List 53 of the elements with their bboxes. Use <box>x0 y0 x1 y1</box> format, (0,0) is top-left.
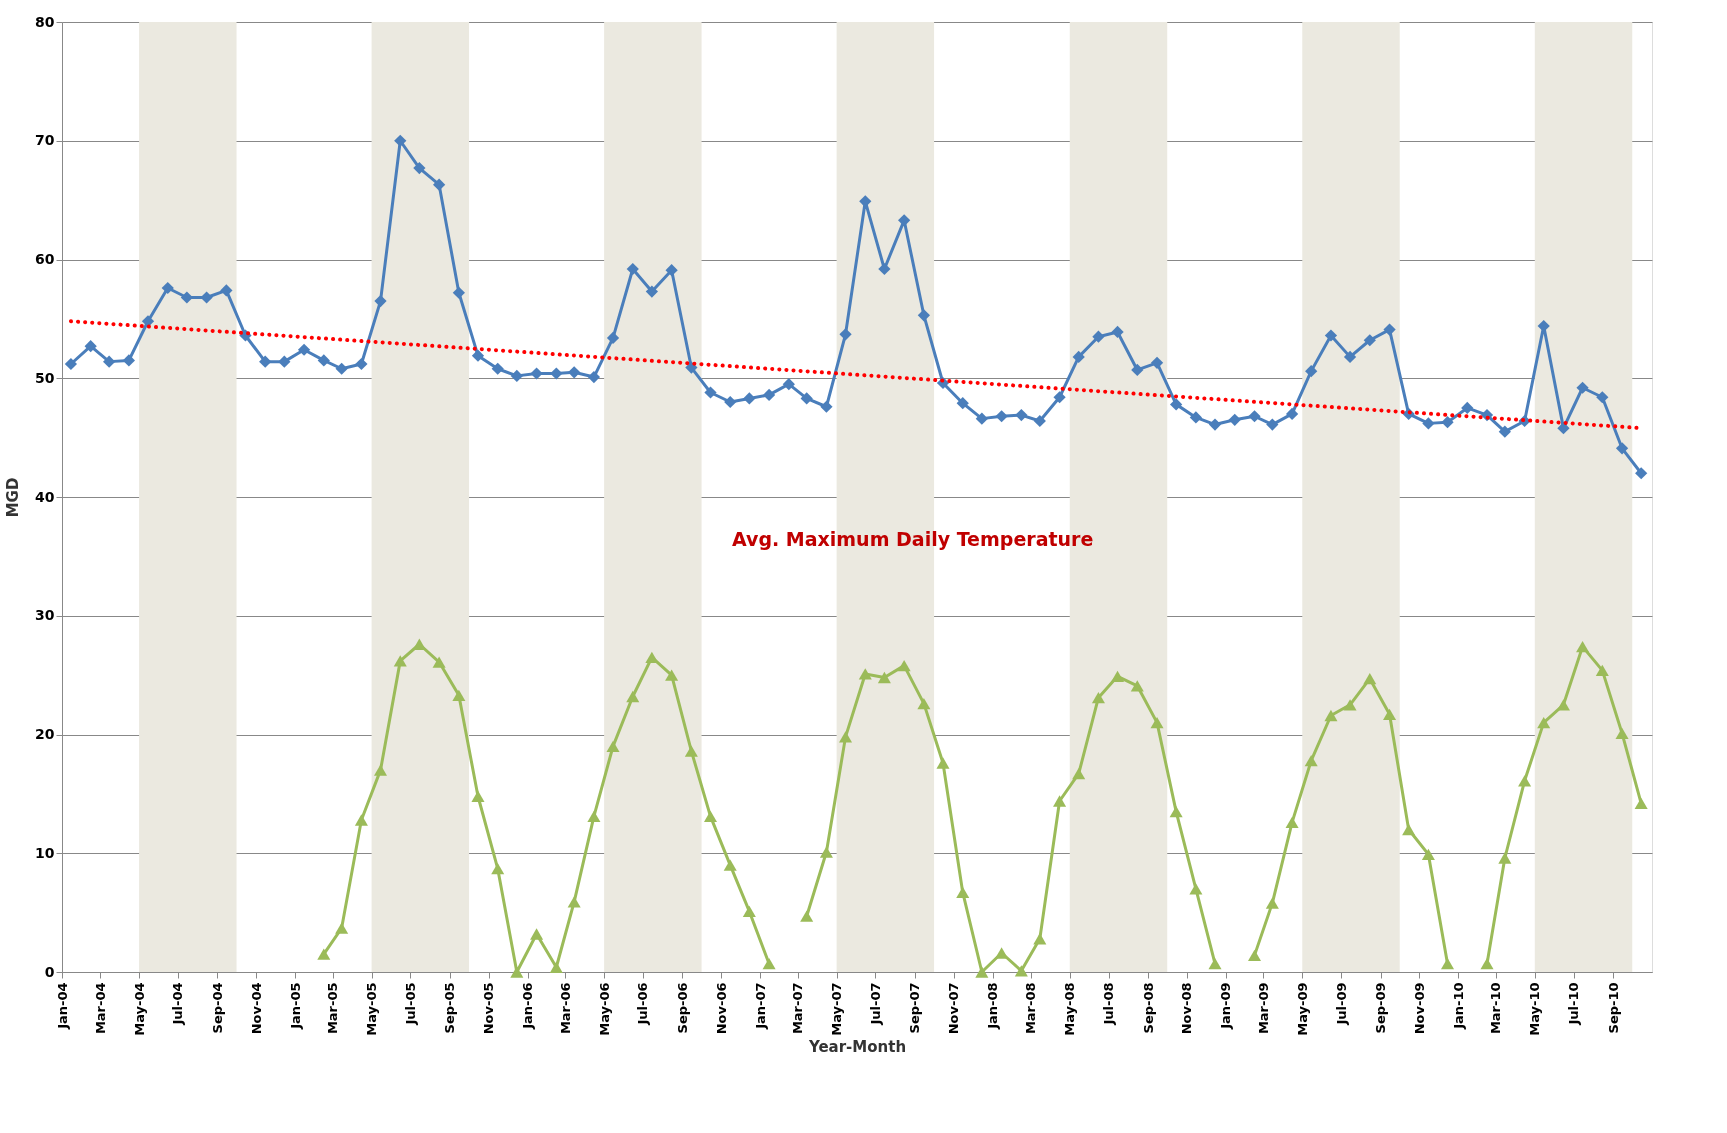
x-tick-label: Mar-10 <box>1488 982 1504 1035</box>
x-tick-label: May-04 <box>131 982 147 1036</box>
x-tick-label: Sep-04 <box>209 982 225 1034</box>
x-tick-label: Nov-04 <box>248 982 264 1035</box>
x-tick-label: Jul-09 <box>1333 982 1349 1026</box>
x-tick-label: Jul-05 <box>402 982 418 1026</box>
y-tick-label: 60 <box>35 251 55 267</box>
x-tick-label: Mar-08 <box>1023 982 1039 1035</box>
x-tick-label: May-09 <box>1294 982 1310 1036</box>
x-tick-label: Mar-06 <box>557 982 573 1035</box>
y-axis-title: MGD <box>4 477 23 518</box>
x-tick-label: Jan-07 <box>752 982 768 1030</box>
y-tick-label: 70 <box>35 132 55 149</box>
x-tick-label: Nov-08 <box>1179 982 1195 1035</box>
x-tick-label: Sep-07 <box>907 982 923 1034</box>
x-tick-label: May-06 <box>596 982 612 1036</box>
x-tick-label: Sep-06 <box>674 982 690 1034</box>
x-tick-label: Jul-07 <box>867 982 883 1026</box>
x-tick-label: Jan-08 <box>985 982 1001 1030</box>
x-tick-label: Nov-07 <box>946 982 962 1035</box>
y-tick-label: 50 <box>35 369 55 386</box>
x-tick-label: Jul-04 <box>170 982 186 1026</box>
x-tick-label: May-05 <box>364 982 380 1036</box>
y-tick-label: 30 <box>35 607 55 624</box>
x-tick-label: Jan-04 <box>54 982 70 1030</box>
y-tick-label: 80 <box>35 13 55 30</box>
x-tick-label: Sep-05 <box>442 982 458 1034</box>
x-tick-label: Mar-07 <box>790 982 806 1035</box>
x-tick-label: Sep-09 <box>1373 982 1389 1034</box>
x-tick-label: May-10 <box>1527 982 1543 1036</box>
x-tick-label: Jul-10 <box>1566 982 1582 1026</box>
x-axis-title: Year-Month <box>807 1037 907 1056</box>
x-tick-label: Jan-09 <box>1218 982 1234 1030</box>
x-tick-label: May-08 <box>1062 982 1078 1036</box>
x-tick-label: Mar-04 <box>92 982 108 1035</box>
y-tick-label: 0 <box>44 963 55 980</box>
x-tick-label: Jan-05 <box>287 982 303 1030</box>
x-tick-label: Sep-08 <box>1140 982 1156 1034</box>
x-tick-label: Nov-06 <box>713 982 729 1035</box>
y-tick-label: 20 <box>35 726 55 742</box>
x-tick-label: Jan-10 <box>1450 982 1466 1030</box>
x-tick-label: May-07 <box>829 982 845 1036</box>
annotation: Avg. Maximum Daily Temperature <box>731 527 1094 550</box>
x-tick-label: Jul-08 <box>1101 982 1117 1026</box>
x-tick-label: Nov-05 <box>481 982 497 1035</box>
x-tick-label: Nov-09 <box>1411 982 1427 1035</box>
x-tick-label: Mar-09 <box>1255 982 1271 1035</box>
x-tick-label: Sep-10 <box>1605 982 1621 1034</box>
y-tick-label: 40 <box>35 488 55 505</box>
x-tick-label: Mar-05 <box>325 982 341 1035</box>
x-tick-label: Jul-06 <box>635 982 651 1026</box>
y-tick-label: 10 <box>35 844 55 861</box>
x-tick-label: Jan-06 <box>520 982 536 1030</box>
